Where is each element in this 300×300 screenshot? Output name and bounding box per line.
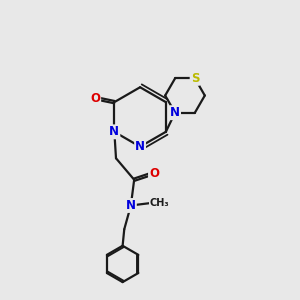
- Text: O: O: [149, 167, 159, 180]
- Text: CH₃: CH₃: [150, 198, 169, 208]
- Text: N: N: [110, 125, 119, 138]
- Text: N: N: [135, 140, 145, 153]
- Text: N: N: [126, 199, 136, 212]
- Text: O: O: [90, 92, 100, 105]
- Text: N: N: [170, 106, 180, 119]
- Text: S: S: [190, 72, 199, 85]
